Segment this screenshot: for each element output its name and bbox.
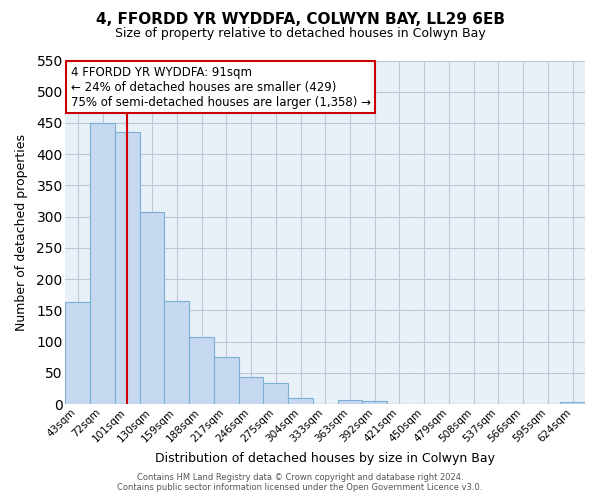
Bar — [65, 302, 90, 404]
Bar — [362, 401, 387, 404]
Bar — [288, 398, 313, 404]
Bar — [239, 377, 263, 404]
Bar — [214, 357, 239, 404]
Bar — [338, 400, 362, 404]
Text: 4, FFORDD YR WYDDFA, COLWYN BAY, LL29 6EB: 4, FFORDD YR WYDDFA, COLWYN BAY, LL29 6E… — [95, 12, 505, 28]
Bar — [90, 123, 115, 404]
X-axis label: Distribution of detached houses by size in Colwyn Bay: Distribution of detached houses by size … — [155, 452, 495, 465]
Bar — [263, 384, 288, 404]
Y-axis label: Number of detached properties: Number of detached properties — [15, 134, 28, 331]
Text: Contains HM Land Registry data © Crown copyright and database right 2024.
Contai: Contains HM Land Registry data © Crown c… — [118, 473, 482, 492]
Bar — [140, 212, 164, 404]
Text: 4 FFORDD YR WYDDFA: 91sqm
← 24% of detached houses are smaller (429)
75% of semi: 4 FFORDD YR WYDDFA: 91sqm ← 24% of detac… — [71, 66, 371, 108]
Bar — [115, 132, 140, 404]
Bar — [189, 336, 214, 404]
Text: Size of property relative to detached houses in Colwyn Bay: Size of property relative to detached ho… — [115, 28, 485, 40]
Bar — [560, 402, 585, 404]
Bar — [164, 301, 189, 404]
